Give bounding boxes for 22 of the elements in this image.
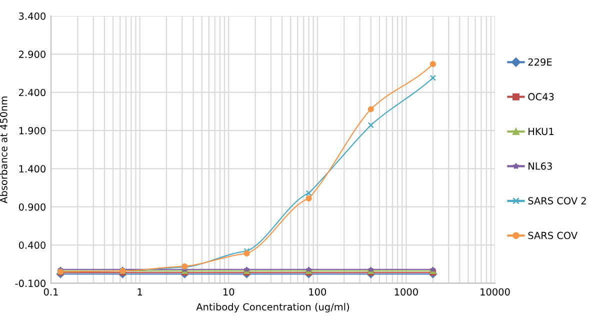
y-tick-label: 0.400 <box>18 242 46 249</box>
legend-label: SARS COV 2 <box>528 197 586 204</box>
x-tick-label: 10000 <box>480 288 510 296</box>
y-tick-label: 2.400 <box>19 88 46 96</box>
x-tick-label: 0.1 <box>44 288 58 296</box>
y-tick-label: 0.900 <box>18 203 46 211</box>
y-tick-label: 1.400 <box>19 165 46 173</box>
y-tick-label: 2.900 <box>19 50 46 58</box>
x-tick-label: 1 <box>138 288 142 296</box>
x-axis-title: Antibody Concentration (ug/ml) <box>196 303 350 312</box>
legend-label: HKU1 <box>528 128 554 136</box>
y-tick-label: 1.900 <box>19 126 46 134</box>
y-tick-label: 3.400 <box>19 12 46 20</box>
x-tick-label: 10 <box>223 288 234 296</box>
legend-label: OC43 <box>528 93 554 100</box>
x-tick-label: 100 <box>309 288 326 296</box>
legend-label: 229E <box>528 58 552 66</box>
y-tick-label: -0.100 <box>15 280 46 288</box>
y-axis-title: Absorbance at 450nm <box>0 96 8 204</box>
x-tick-label: 1000 <box>394 288 418 296</box>
legend-label: NL63 <box>528 162 552 170</box>
legend-label: SARS COV <box>528 232 578 240</box>
